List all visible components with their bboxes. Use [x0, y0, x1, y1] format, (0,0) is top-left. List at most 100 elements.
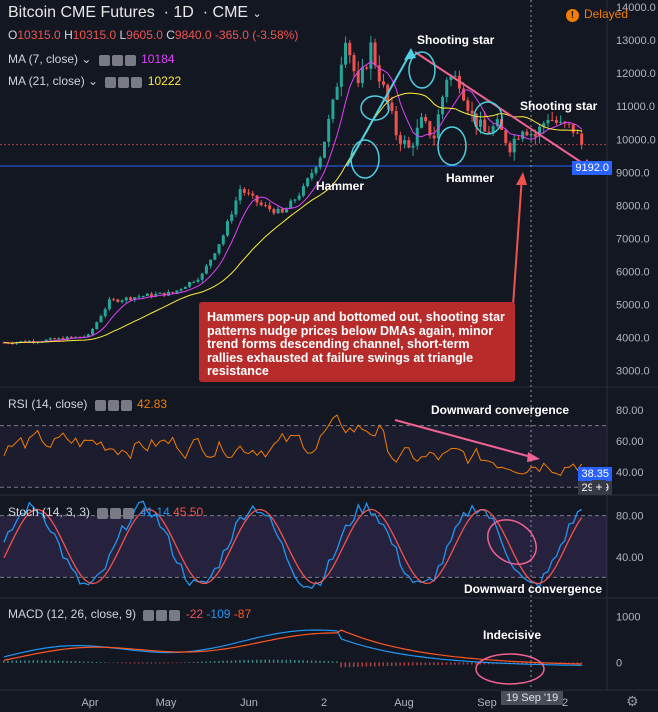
macd-signal-value: -87	[233, 607, 252, 621]
macd-histogram-bar	[331, 661, 334, 663]
macd-histogram-bar	[306, 660, 309, 663]
candle-body	[53, 338, 57, 340]
candle-body	[356, 71, 360, 84]
time-tick-label: 2	[321, 697, 327, 709]
close-icon[interactable]	[169, 610, 181, 622]
macd-histogram-bar	[171, 662, 174, 664]
macd-controls[interactable]	[143, 608, 182, 622]
arrow-icon	[404, 48, 416, 60]
macd-histogram-bar	[180, 662, 182, 663]
gear-icon[interactable]	[110, 508, 122, 520]
gear-icon[interactable]	[118, 77, 130, 89]
candle-body	[263, 205, 267, 207]
chevron-down-icon[interactable]: ⌄	[88, 74, 99, 88]
rsi-line	[3, 414, 583, 477]
candle-body	[521, 131, 525, 139]
close-icon[interactable]	[131, 77, 143, 89]
open-label: O	[8, 28, 18, 42]
macd-histogram-bar	[234, 660, 237, 663]
macd-histogram-bar	[433, 662, 435, 666]
rsi-legend[interactable]: RSI (14, close) 42.83	[8, 397, 167, 412]
gear-icon[interactable]	[111, 55, 123, 67]
stoch-controls[interactable]	[97, 506, 136, 520]
price-tick-label: 14000.0	[616, 2, 656, 14]
macd-histogram-bar	[83, 661, 85, 663]
candle-body	[188, 282, 192, 287]
candle-body	[466, 100, 470, 111]
pattern-circle	[350, 139, 380, 179]
candle-body	[196, 279, 200, 282]
eye-icon[interactable]	[97, 508, 109, 520]
macd-histogram-bar	[281, 659, 283, 663]
candle-body	[394, 111, 398, 136]
ma7-line	[3, 60, 583, 344]
macd-histogram-bar	[108, 662, 110, 663]
stoch-legend[interactable]: Stoch (14, 3, 3) 41.14 45.50	[8, 505, 203, 520]
candle-body	[335, 86, 339, 100]
macd-histogram-bar	[45, 660, 47, 663]
delayed-label: Delayed	[583, 7, 628, 21]
ma21-controls[interactable]	[105, 75, 144, 89]
close-icon[interactable]	[124, 55, 136, 67]
low-value: 9605.0	[126, 28, 163, 42]
price-tick-label: 8000.0	[616, 200, 650, 212]
macd-histogram-bar	[525, 662, 528, 664]
gear-icon[interactable]	[156, 610, 168, 622]
close-label: C	[166, 28, 175, 42]
eye-icon[interactable]	[94, 400, 106, 412]
stoch-d-value: 45.50	[173, 505, 204, 519]
close-icon[interactable]	[120, 400, 132, 412]
gear-icon[interactable]: ⚙	[626, 693, 639, 709]
candle-body	[221, 235, 225, 245]
candle-body	[348, 42, 352, 56]
time-tick-label: Jun	[240, 697, 258, 709]
macd-histogram-bar	[167, 662, 169, 664]
chart-title[interactable]: Bitcoin CME Futures · 1D · CME ⌄	[8, 4, 262, 21]
macd-histogram-bar	[454, 662, 456, 665]
eye-icon[interactable]	[98, 55, 110, 67]
candle-body	[516, 138, 520, 140]
candle-body	[352, 55, 356, 72]
eye-icon[interactable]	[143, 610, 155, 622]
candle-body	[504, 129, 508, 144]
macd-histogram-bar	[70, 661, 72, 663]
candle-body	[99, 316, 103, 323]
candle-body	[554, 120, 558, 123]
exchange-label: CME	[212, 4, 249, 21]
ma21-legend[interactable]: MA (21, close) ⌄ 10222	[8, 74, 181, 89]
close-icon[interactable]	[123, 508, 135, 520]
macd-histogram-bar	[374, 662, 376, 667]
macd-highlight-ellipse	[475, 653, 545, 685]
candle-body	[538, 126, 542, 137]
macd-legend[interactable]: MACD (12, 26, close, 9) -22 -109 -87	[8, 607, 251, 622]
candle-body	[377, 65, 381, 82]
ma7-legend[interactable]: MA (7, close) ⌄ 10184	[8, 52, 175, 67]
macd-histogram-bar	[112, 662, 115, 664]
candle-body	[209, 259, 213, 266]
rsi-controls[interactable]	[94, 398, 134, 412]
candle-body	[289, 200, 293, 209]
rsi-current-label: 38.35	[578, 467, 612, 481]
high-value: 10315.0	[72, 28, 117, 42]
macd-histogram-bar	[150, 662, 153, 664]
candle-body	[154, 293, 158, 297]
macd-histogram-bar	[277, 659, 279, 663]
macd-histogram-bar	[239, 660, 241, 663]
macd-histogram-bar	[466, 662, 469, 665]
gear-icon[interactable]	[107, 400, 119, 412]
eye-icon[interactable]	[105, 77, 117, 89]
candle-body	[44, 339, 48, 342]
candle-body	[65, 336, 69, 340]
macd-histogram-bar	[28, 660, 30, 663]
candle-body	[124, 297, 128, 301]
chevron-down-icon[interactable]: ⌄	[81, 52, 92, 66]
chevron-down-icon[interactable]: ⌄	[252, 8, 262, 20]
add-icon[interactable]: +	[592, 480, 606, 494]
macd-histogram-bar	[378, 662, 380, 667]
annotation-rsi-convergence: Downward convergence	[431, 403, 570, 417]
ma7-controls[interactable]	[98, 53, 138, 67]
delayed-status[interactable]: ! Delayed	[565, 7, 628, 22]
macd-histogram-bar	[382, 662, 385, 667]
macd-histogram-bar	[87, 661, 89, 663]
candle-body	[74, 336, 78, 338]
